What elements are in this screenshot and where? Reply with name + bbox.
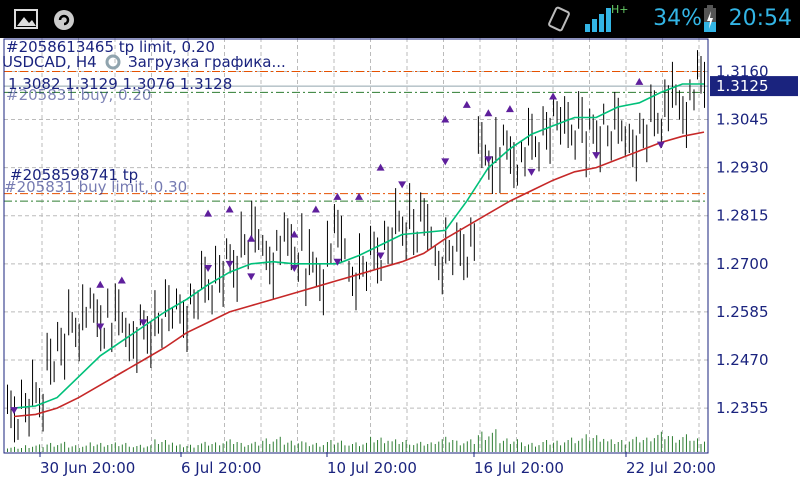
order-label: #205831 buy limit, 0.30 <box>4 178 187 196</box>
fractal-up-marker <box>204 209 213 217</box>
fractal-up-marker <box>333 192 342 200</box>
price-bars <box>3 50 705 445</box>
order-label: #2058598741 tp <box>10 166 138 184</box>
fractal-down-marker <box>333 258 342 266</box>
battery-charging-icon <box>704 5 716 32</box>
vibrate-icon <box>548 6 570 32</box>
order-label: #205831 buy, 0.20 <box>6 86 151 104</box>
fractal-down-marker <box>398 181 407 189</box>
fractal-markers <box>10 77 665 415</box>
fractal-up-marker <box>247 234 256 242</box>
fractal-down-marker <box>376 252 385 260</box>
moving-average-line <box>13 83 704 409</box>
fractal-down-marker <box>484 156 493 164</box>
sync-icon <box>54 10 74 30</box>
order-label: #2058613465 tp limit, 0.20 <box>6 38 215 56</box>
fractal-up-marker <box>355 192 363 200</box>
y-tick-label: 1.2470 <box>716 351 769 369</box>
y-tick-label: 1.2585 <box>716 303 769 321</box>
fractal-down-marker <box>290 265 299 272</box>
chart-axes: 1.3160 1.3045 1.2930 1.2815 1.2700 1.2585 1.24… <box>3 38 769 477</box>
fractal-down-marker <box>204 265 213 272</box>
fractal-up-marker <box>96 280 105 288</box>
x-tick-label: 22 Jul 20:00 <box>626 459 716 477</box>
y-tick-label: 1.2355 <box>716 399 769 417</box>
y-tick-label: 1.3045 <box>716 111 769 129</box>
fractal-up-marker <box>484 109 493 117</box>
fractal-down-marker <box>96 323 105 331</box>
y-tick-label: 1.2700 <box>716 255 769 273</box>
fractal-up-marker <box>441 115 450 123</box>
chart-title: USDCAD, H4 <box>2 53 97 71</box>
fractal-down-marker <box>527 168 536 176</box>
fractal-down-marker <box>592 152 601 160</box>
y-tick-label: 1.3160 <box>716 62 769 80</box>
fractal-down-marker <box>139 319 148 327</box>
battery-percent: 34% <box>653 6 702 31</box>
x-tick-label: 10 Jul 20:00 <box>327 459 417 477</box>
order-lines <box>4 70 708 202</box>
moving-average-line <box>13 131 705 418</box>
fractal-up-marker <box>505 105 514 113</box>
moving-averages <box>13 83 705 418</box>
status-bar: H+ 34% 20:54 <box>0 0 800 38</box>
volume-bars <box>3 429 705 452</box>
fractal-down-marker <box>225 260 234 268</box>
y-tick-label: 1.2815 <box>716 207 769 225</box>
plot-frame <box>3 38 709 454</box>
current-price-label: 1.3125 <box>716 77 769 95</box>
fractal-up-marker <box>290 230 299 238</box>
price-chart[interactable]: 1.3160 1.3045 1.2930 1.2815 1.2700 1.2585 1.24… <box>0 38 800 480</box>
fractal-up-marker <box>376 163 385 171</box>
fractal-up-marker <box>549 92 558 100</box>
fractal-up-marker <box>311 205 320 213</box>
chart-area[interactable]: 1.3160 1.3045 1.2930 1.2815 1.2700 1.2585 1.24… <box>0 38 800 480</box>
fractal-up-marker <box>225 205 234 213</box>
gallery-icon <box>14 9 38 29</box>
network-type-label: H+ <box>611 3 629 16</box>
clock: 20:54 <box>728 6 792 31</box>
fractal-down-marker <box>656 141 665 149</box>
x-tick-label: 16 Jul 20:00 <box>474 459 564 477</box>
x-tick-label: 6 Jul 20:00 <box>181 459 261 477</box>
fractal-down-marker <box>441 158 450 166</box>
loading-icon <box>105 54 121 70</box>
loading-text: Загрузка графика... <box>128 53 286 71</box>
fractal-up-marker <box>117 276 126 284</box>
x-tick-label: 30 Jun 20:00 <box>40 459 135 477</box>
fractal-up-marker <box>462 100 471 108</box>
fractal-down-marker <box>247 273 256 281</box>
y-tick-label: 1.2930 <box>716 159 769 177</box>
fractal-down-marker <box>10 407 18 415</box>
fractal-up-marker <box>635 77 644 85</box>
ohlc-values: 1.3082 1.3129 1.3076 1.3128 <box>8 75 232 93</box>
current-price-tag <box>710 76 798 97</box>
signal-icon <box>585 8 611 32</box>
